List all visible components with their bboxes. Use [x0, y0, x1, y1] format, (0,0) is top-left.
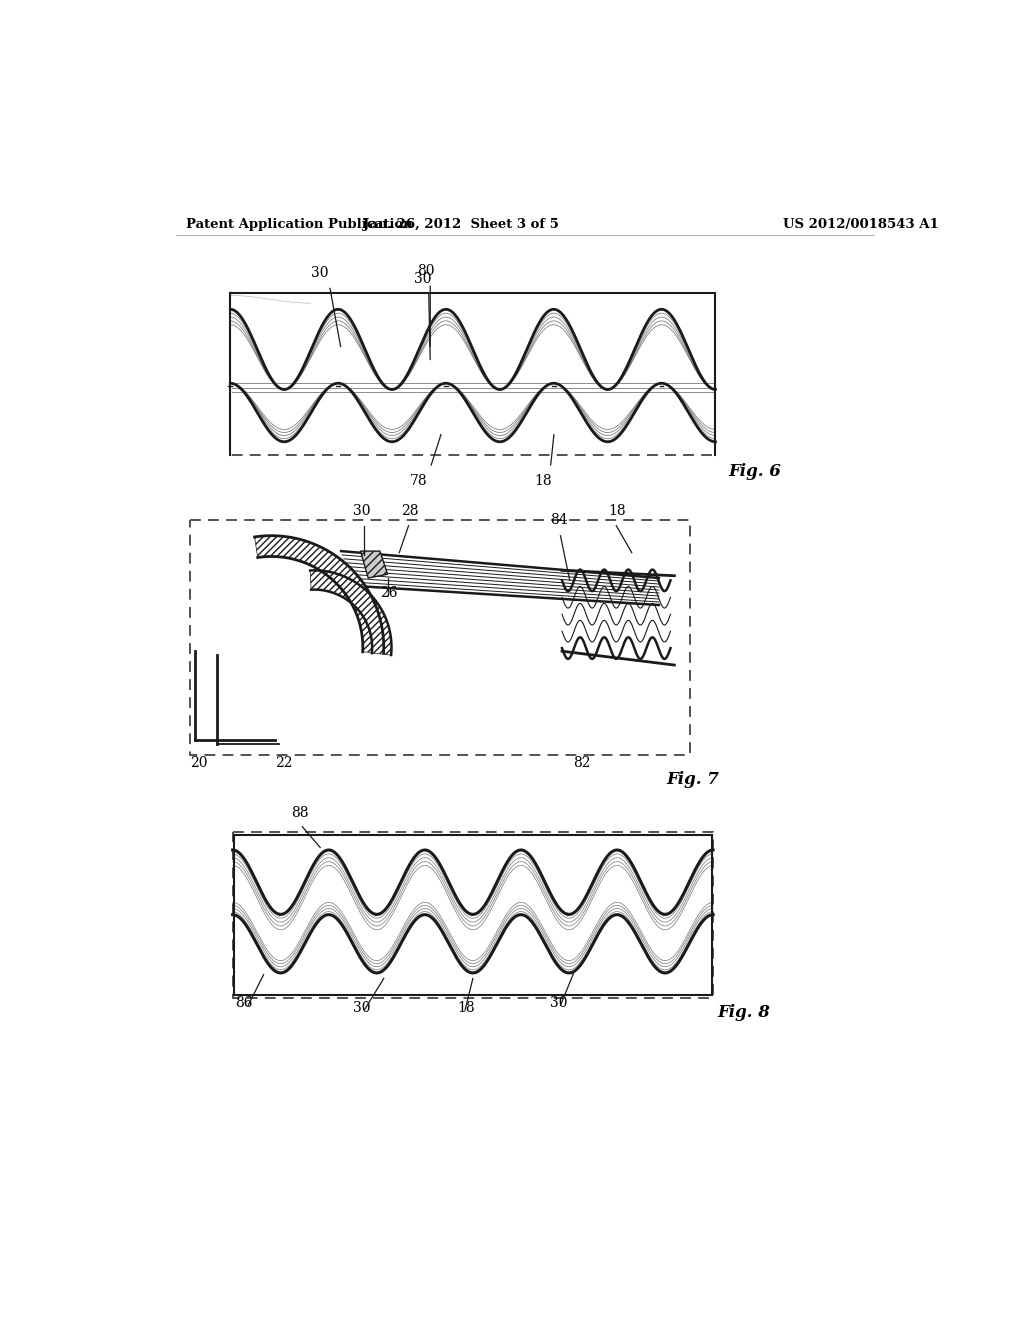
Text: Jan. 26, 2012  Sheet 3 of 5: Jan. 26, 2012 Sheet 3 of 5	[364, 218, 559, 231]
FancyBboxPatch shape	[232, 832, 713, 998]
Text: 30: 30	[352, 1001, 371, 1015]
Text: 84: 84	[550, 513, 568, 527]
Text: 30: 30	[414, 272, 431, 286]
Text: 30: 30	[352, 504, 371, 517]
Polygon shape	[310, 570, 391, 655]
Text: 30: 30	[550, 995, 568, 1010]
Text: Fig. 7: Fig. 7	[667, 771, 720, 788]
Text: 30: 30	[311, 267, 329, 280]
Text: Fig. 6: Fig. 6	[729, 462, 781, 479]
Text: 82: 82	[573, 755, 591, 770]
FancyBboxPatch shape	[230, 293, 716, 455]
Text: 26: 26	[380, 586, 397, 601]
Text: 86: 86	[234, 995, 253, 1010]
Text: 28: 28	[400, 504, 418, 517]
Text: 18: 18	[458, 1001, 475, 1015]
Text: 20: 20	[190, 755, 208, 770]
Text: US 2012/0018543 A1: US 2012/0018543 A1	[783, 218, 939, 231]
Text: 22: 22	[275, 755, 293, 770]
Text: Fig. 8: Fig. 8	[717, 1003, 770, 1020]
Text: Patent Application Publication: Patent Application Publication	[186, 218, 413, 231]
Text: 78: 78	[410, 474, 427, 488]
FancyBboxPatch shape	[190, 520, 690, 755]
Text: 18: 18	[608, 504, 626, 517]
Text: 88: 88	[291, 805, 308, 820]
Polygon shape	[255, 536, 384, 653]
Polygon shape	[360, 552, 388, 578]
Text: 80: 80	[418, 264, 435, 277]
Text: 18: 18	[534, 474, 552, 488]
